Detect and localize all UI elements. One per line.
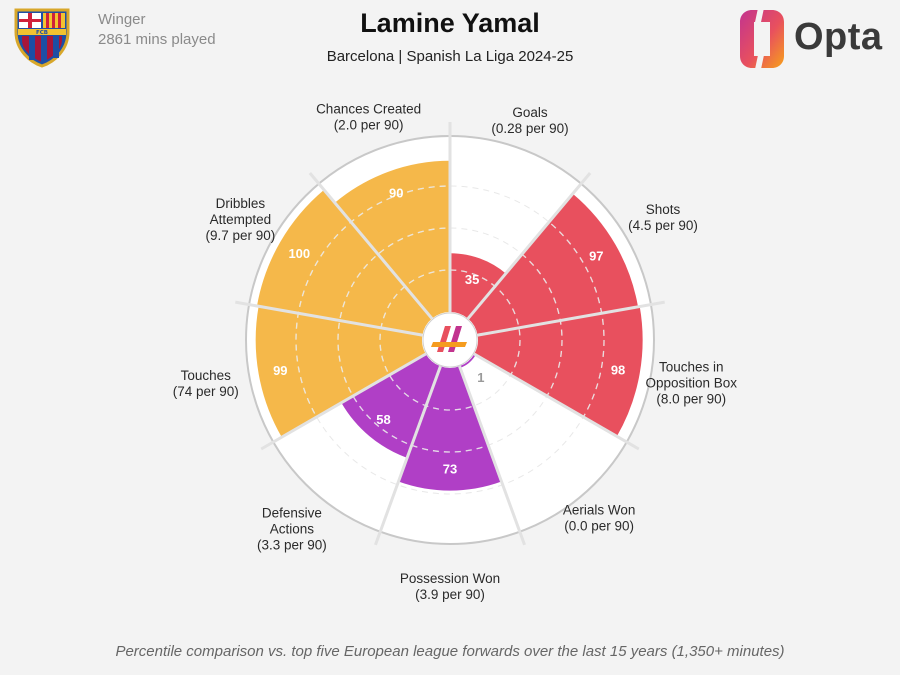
opta-wordmark: Opta bbox=[794, 16, 883, 58]
chart-separator bbox=[308, 172, 434, 320]
chart-separator bbox=[458, 365, 526, 546]
chart-value-label: 1 bbox=[477, 370, 484, 385]
chart-category bbox=[450, 253, 506, 319]
chart-category bbox=[255, 306, 426, 438]
chart-center-badge bbox=[422, 312, 478, 368]
chart-value-label: 99 bbox=[273, 363, 287, 378]
chart-bar bbox=[450, 253, 506, 319]
chart-category-label: Goals (0.28 per 90) bbox=[491, 105, 568, 136]
chart-bar bbox=[334, 160, 450, 319]
minutes-played: 2861 mins played bbox=[98, 31, 216, 48]
chart-category-label: Dribbles Attempted (9.7 per 90) bbox=[206, 196, 276, 243]
chart-bar bbox=[467, 193, 639, 336]
player-meta: Winger 2861 mins played bbox=[98, 10, 318, 50]
chart-category bbox=[474, 306, 643, 437]
page-title: Lamine Yamal bbox=[360, 8, 540, 38]
chart-value-label: 90 bbox=[389, 185, 403, 200]
chart-value-label: 73 bbox=[443, 462, 457, 477]
chart-value-label: 35 bbox=[465, 272, 479, 287]
chart-category bbox=[398, 366, 502, 491]
svg-text:FCB: FCB bbox=[36, 30, 48, 36]
chart-bar bbox=[256, 189, 433, 336]
chart-category-label: Aerials Won (0.0 per 90) bbox=[563, 503, 636, 534]
chart-category-label: Touches in Opposition Box (8.0 per 90) bbox=[645, 360, 737, 407]
footnote: Percentile comparison vs. top five Europ… bbox=[115, 643, 785, 660]
opta-logo: Opta bbox=[732, 8, 892, 70]
chart-value-label: 58 bbox=[376, 412, 390, 427]
chart-separator bbox=[235, 300, 423, 337]
chart-category-label: Chances Created (2.0 per 90) bbox=[316, 101, 421, 132]
chart-value-label: 97 bbox=[589, 249, 603, 264]
club-crest-icon: FCB bbox=[14, 8, 70, 68]
title-block: Lamine Yamal Barcelona | Spanish La Liga… bbox=[220, 6, 680, 65]
chart-separator bbox=[466, 172, 592, 320]
player-position: Winger bbox=[98, 11, 146, 28]
chart-bar bbox=[398, 366, 502, 491]
chart-separator bbox=[477, 300, 665, 337]
chart-guide-ring-faint bbox=[337, 227, 563, 453]
chart-guide-ring-faint bbox=[295, 185, 605, 495]
chart-separator bbox=[473, 352, 640, 451]
chart-bar bbox=[474, 306, 643, 437]
opta-logo-icon bbox=[740, 8, 784, 70]
chart-value-label: 98 bbox=[611, 363, 625, 378]
chart-guide-ring-faint bbox=[379, 269, 521, 411]
chart-category-label: Possession Won (3.9 per 90) bbox=[400, 571, 500, 602]
chart-separator bbox=[374, 365, 442, 546]
chart-category bbox=[334, 160, 450, 319]
chart-category bbox=[467, 193, 639, 336]
chart-category-label: Shots (4.5 per 90) bbox=[628, 202, 698, 233]
opta-mark-icon bbox=[431, 326, 467, 352]
chart-category-label: Defensive Actions (3.3 per 90) bbox=[257, 505, 327, 552]
chart-category-label: Touches (74 per 90) bbox=[173, 368, 239, 399]
chart-value-label: 100 bbox=[288, 246, 310, 261]
chart-category bbox=[256, 189, 433, 336]
page-subtitle: Barcelona | Spanish La Liga 2024-25 bbox=[326, 48, 574, 65]
chart-bar bbox=[255, 306, 426, 438]
chart-separator bbox=[260, 352, 427, 451]
